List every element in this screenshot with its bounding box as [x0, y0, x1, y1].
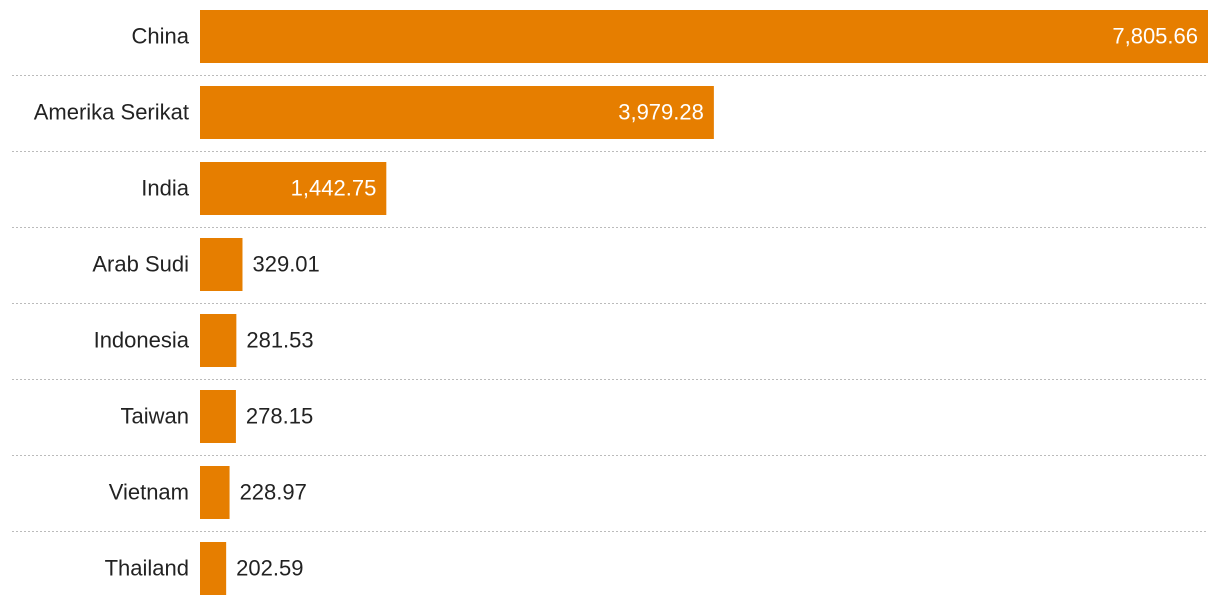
value-label: 228.97 [240, 479, 307, 504]
category-label: Vietnam [109, 479, 189, 504]
category-label: Indonesia [94, 327, 190, 352]
category-label: Arab Sudi [92, 251, 189, 276]
value-label: 7,805.66 [1112, 23, 1198, 48]
value-label: 278.15 [246, 403, 313, 428]
bar [200, 86, 714, 139]
category-label: China [132, 23, 190, 48]
value-label: 3,979.28 [618, 99, 704, 124]
bar [200, 314, 237, 367]
bar [200, 466, 230, 519]
bar [200, 238, 243, 291]
bar [200, 162, 387, 215]
bar [200, 10, 1208, 63]
category-label: Thailand [105, 555, 189, 580]
category-label: Amerika Serikat [34, 99, 189, 124]
value-label: 202.59 [236, 555, 303, 580]
category-label: India [141, 175, 189, 200]
value-label: 329.01 [252, 251, 319, 276]
category-label: Taiwan [121, 403, 189, 428]
value-label: 1,442.75 [291, 175, 377, 200]
bar [200, 542, 227, 595]
value-label: 281.53 [246, 327, 313, 352]
bar [200, 390, 236, 443]
